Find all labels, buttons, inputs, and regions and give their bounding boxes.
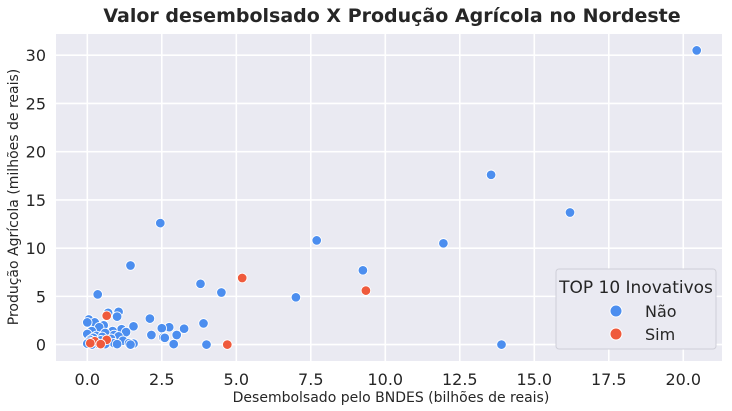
- data-point: [125, 260, 136, 271]
- y-axis-label: Produção Agrícola (milhões de reais): [6, 69, 22, 325]
- data-point: [155, 217, 166, 229]
- x-tick-label: 17.5: [591, 370, 627, 389]
- data-point: [564, 207, 576, 218]
- y-tick-label: 5: [36, 287, 46, 306]
- data-point: [311, 235, 322, 246]
- data-point: [101, 310, 112, 321]
- data-point: [195, 278, 206, 290]
- data-point: [357, 265, 369, 276]
- y-tick-label: 20: [26, 143, 46, 162]
- y-tick-label: 15: [26, 191, 46, 210]
- legend-title: TOP 10 Inovativos: [558, 278, 713, 298]
- data-point: [691, 45, 702, 56]
- x-tick-label: 20.0: [665, 370, 701, 389]
- data-points: [82, 45, 702, 350]
- legend: TOP 10 Inovativos Não Sim: [555, 268, 717, 350]
- data-point: [125, 339, 136, 350]
- legend-label-nao: Não: [645, 302, 677, 321]
- data-point: [82, 317, 93, 328]
- chart-title: Valor desembolsado X Produção Agrícola n…: [103, 5, 680, 27]
- data-point: [236, 272, 248, 284]
- y-tick-label: 25: [26, 94, 46, 113]
- legend-box: [555, 268, 717, 350]
- legend-marker-nao: [609, 304, 623, 318]
- x-axis-label: Desembolsado pelo BNDES (bilhões de reai…: [233, 390, 550, 406]
- data-point: [85, 337, 96, 349]
- data-point: [290, 292, 302, 303]
- data-point: [360, 285, 372, 296]
- x-tick-label: 7.5: [298, 370, 323, 389]
- data-point: [95, 338, 106, 350]
- data-point: [168, 338, 179, 350]
- data-point: [171, 329, 182, 341]
- x-axis-ticks: 0.0 2.5 5.0 7.5 10.0 12.5 15.0 17.5 20.0: [75, 370, 702, 389]
- legend-marker-sim: [609, 327, 623, 341]
- data-point: [201, 339, 212, 350]
- data-point: [156, 322, 168, 334]
- data-point: [438, 238, 449, 249]
- x-tick-label: 15.0: [516, 370, 552, 389]
- y-axis-ticks: 0 5 10 15 20 25 30: [26, 46, 46, 354]
- data-point: [159, 332, 171, 344]
- data-point: [216, 287, 227, 298]
- y-tick-label: 10: [26, 239, 46, 258]
- data-point: [222, 339, 233, 350]
- data-point: [92, 289, 103, 300]
- data-point: [146, 329, 157, 341]
- x-tick-label: 12.5: [442, 370, 478, 389]
- data-point: [128, 321, 139, 332]
- data-point: [111, 338, 123, 350]
- y-tick-label: 30: [26, 46, 46, 65]
- data-point: [496, 339, 507, 350]
- data-point: [144, 313, 156, 324]
- data-point: [111, 311, 123, 322]
- x-tick-label: 10.0: [367, 370, 403, 389]
- data-point: [178, 323, 190, 334]
- legend-label-sim: Sim: [645, 325, 675, 344]
- data-point: [485, 169, 497, 181]
- x-tick-label: 0.0: [75, 370, 100, 389]
- y-tick-label: 0: [36, 336, 46, 355]
- series-sim: [85, 272, 372, 350]
- x-tick-label: 2.5: [149, 370, 174, 389]
- x-tick-label: 5.0: [224, 370, 249, 389]
- data-point: [198, 318, 209, 329]
